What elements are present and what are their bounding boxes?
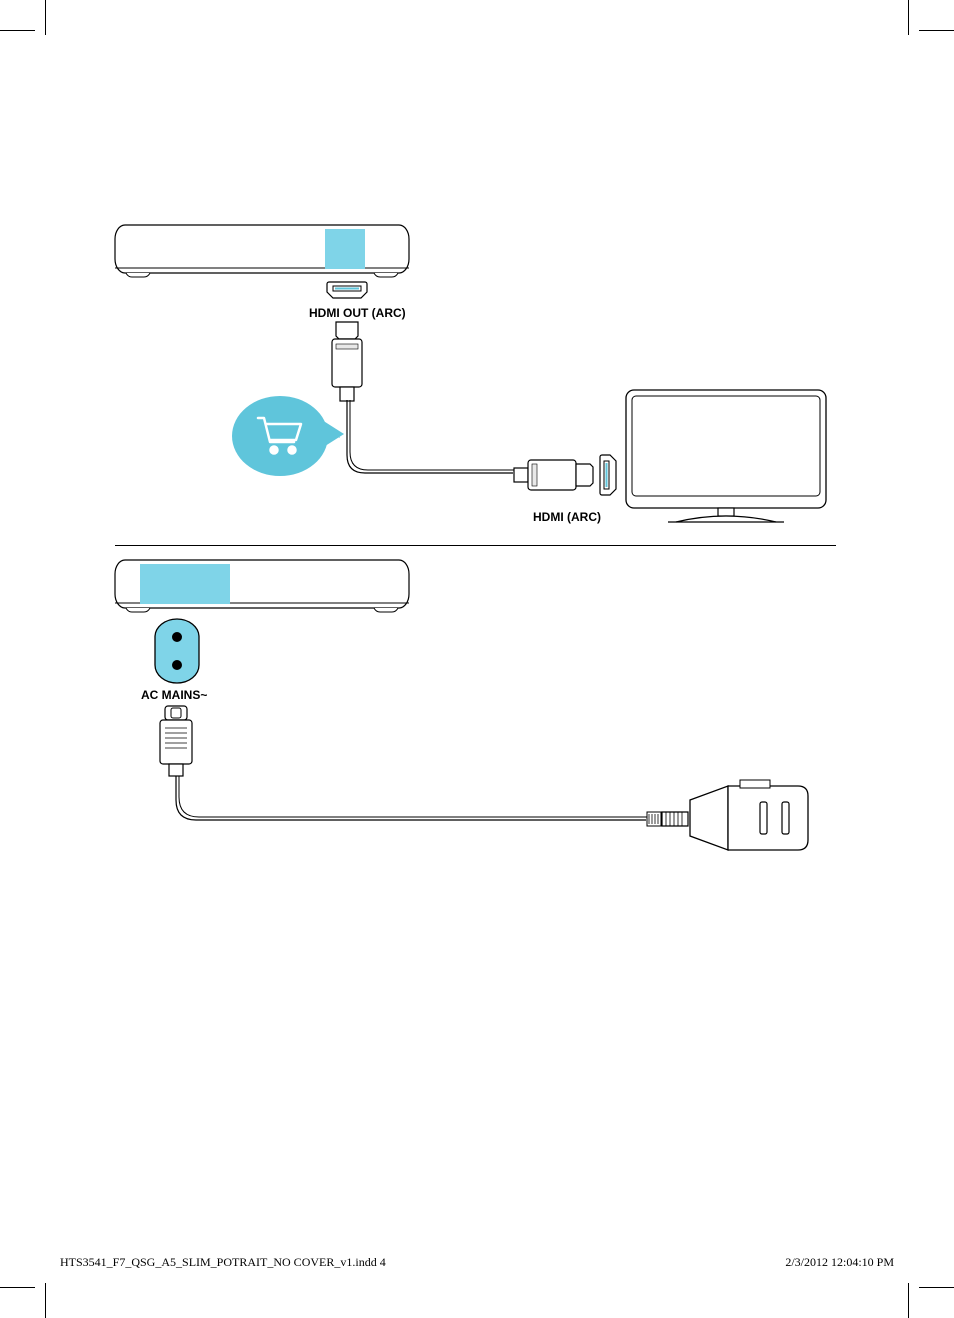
footer-datetime: 2/3/2012 12:04:10 PM — [785, 1255, 894, 1270]
crop-mark — [908, 1283, 909, 1318]
ac-mains-label: AC MAINS~ — [141, 688, 207, 702]
power-diagram — [0, 0, 954, 900]
footer-filename: HTS3541_F7_QSG_A5_SLIM_POTRAIT_NO COVER_… — [60, 1255, 386, 1270]
manual-page: HDMI OUT (ARC) HDMI (ARC) — [0, 0, 954, 1318]
page-footer: HTS3541_F7_QSG_A5_SLIM_POTRAIT_NO COVER_… — [60, 1255, 894, 1270]
crop-mark — [919, 1287, 954, 1288]
crop-mark — [0, 1287, 35, 1288]
crop-mark — [45, 1283, 46, 1318]
